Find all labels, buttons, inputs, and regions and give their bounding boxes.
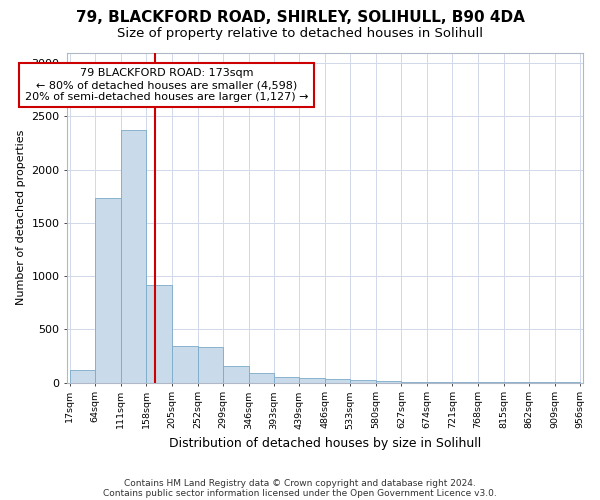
Bar <box>172 346 197 382</box>
Bar <box>325 379 350 382</box>
Bar <box>350 380 376 382</box>
Bar <box>146 284 172 382</box>
Text: Contains public sector information licensed under the Open Government Licence v3: Contains public sector information licen… <box>103 488 497 498</box>
Y-axis label: Number of detached properties: Number of detached properties <box>16 130 26 305</box>
Bar <box>197 348 223 382</box>
Text: 79 BLACKFORD ROAD: 173sqm
← 80% of detached houses are smaller (4,598)
20% of se: 79 BLACKFORD ROAD: 173sqm ← 80% of detac… <box>25 68 308 102</box>
Bar <box>299 378 325 382</box>
Bar <box>223 366 248 382</box>
Bar <box>248 374 274 382</box>
Text: 79, BLACKFORD ROAD, SHIRLEY, SOLIHULL, B90 4DA: 79, BLACKFORD ROAD, SHIRLEY, SOLIHULL, B… <box>76 10 524 25</box>
Bar <box>274 376 299 382</box>
Text: Size of property relative to detached houses in Solihull: Size of property relative to detached ho… <box>117 28 483 40</box>
Text: Contains HM Land Registry data © Crown copyright and database right 2024.: Contains HM Land Registry data © Crown c… <box>124 478 476 488</box>
X-axis label: Distribution of detached houses by size in Solihull: Distribution of detached houses by size … <box>169 437 481 450</box>
Bar <box>376 380 401 382</box>
Bar <box>95 198 121 382</box>
Bar <box>70 370 95 382</box>
Bar <box>121 130 146 382</box>
